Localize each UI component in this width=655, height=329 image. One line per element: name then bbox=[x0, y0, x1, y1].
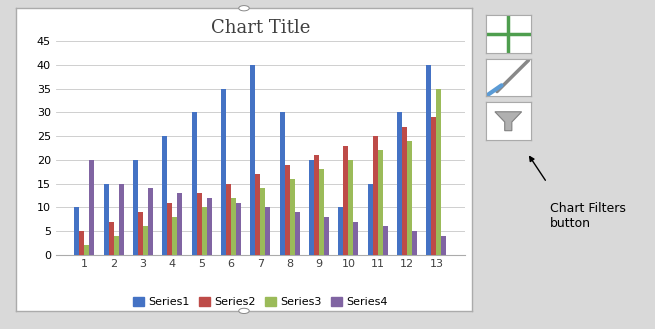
Bar bbox=[373, 136, 378, 255]
Bar bbox=[426, 65, 432, 255]
Bar bbox=[280, 113, 285, 255]
Bar bbox=[113, 236, 119, 255]
Bar bbox=[348, 160, 354, 255]
Bar bbox=[397, 113, 402, 255]
Bar bbox=[89, 160, 94, 255]
Bar bbox=[402, 127, 407, 255]
Bar bbox=[221, 89, 226, 255]
Bar bbox=[79, 231, 84, 255]
Bar bbox=[119, 184, 124, 255]
Bar bbox=[339, 208, 343, 255]
Bar bbox=[226, 184, 231, 255]
Bar bbox=[285, 165, 290, 255]
Bar bbox=[261, 189, 265, 255]
Bar bbox=[432, 117, 436, 255]
Bar bbox=[354, 222, 358, 255]
Bar bbox=[138, 212, 143, 255]
Bar bbox=[206, 198, 212, 255]
Bar bbox=[265, 208, 271, 255]
Legend: Series1, Series2, Series3, Series4: Series1, Series2, Series3, Series4 bbox=[128, 292, 392, 312]
Bar bbox=[172, 217, 178, 255]
Bar bbox=[309, 160, 314, 255]
Bar bbox=[255, 174, 261, 255]
Bar bbox=[324, 217, 329, 255]
Bar bbox=[109, 222, 113, 255]
Bar bbox=[343, 146, 348, 255]
Bar bbox=[314, 155, 319, 255]
Text: ‘’: ‘’ bbox=[504, 71, 513, 84]
Bar bbox=[167, 203, 172, 255]
Bar bbox=[250, 65, 255, 255]
Bar bbox=[436, 89, 441, 255]
Polygon shape bbox=[495, 112, 521, 131]
Bar bbox=[378, 150, 383, 255]
Bar bbox=[84, 245, 89, 255]
Bar bbox=[383, 226, 388, 255]
Text: +: + bbox=[500, 24, 517, 43]
Bar bbox=[162, 136, 167, 255]
Bar bbox=[196, 193, 202, 255]
Bar bbox=[407, 141, 412, 255]
Bar bbox=[74, 208, 79, 255]
Bar bbox=[412, 231, 417, 255]
Bar bbox=[319, 169, 324, 255]
Bar bbox=[178, 193, 182, 255]
Text: ▽: ▽ bbox=[503, 114, 514, 128]
Bar bbox=[143, 226, 148, 255]
Bar bbox=[441, 236, 447, 255]
Title: Chart Title: Chart Title bbox=[211, 19, 310, 37]
Bar bbox=[148, 189, 153, 255]
Bar bbox=[236, 203, 241, 255]
Text: Chart Filters
button: Chart Filters button bbox=[550, 202, 626, 230]
Bar bbox=[133, 160, 138, 255]
Bar bbox=[295, 212, 300, 255]
Bar bbox=[231, 198, 236, 255]
Bar bbox=[368, 184, 373, 255]
Bar bbox=[103, 184, 109, 255]
Bar bbox=[202, 208, 206, 255]
Bar bbox=[290, 179, 295, 255]
Bar bbox=[192, 113, 196, 255]
